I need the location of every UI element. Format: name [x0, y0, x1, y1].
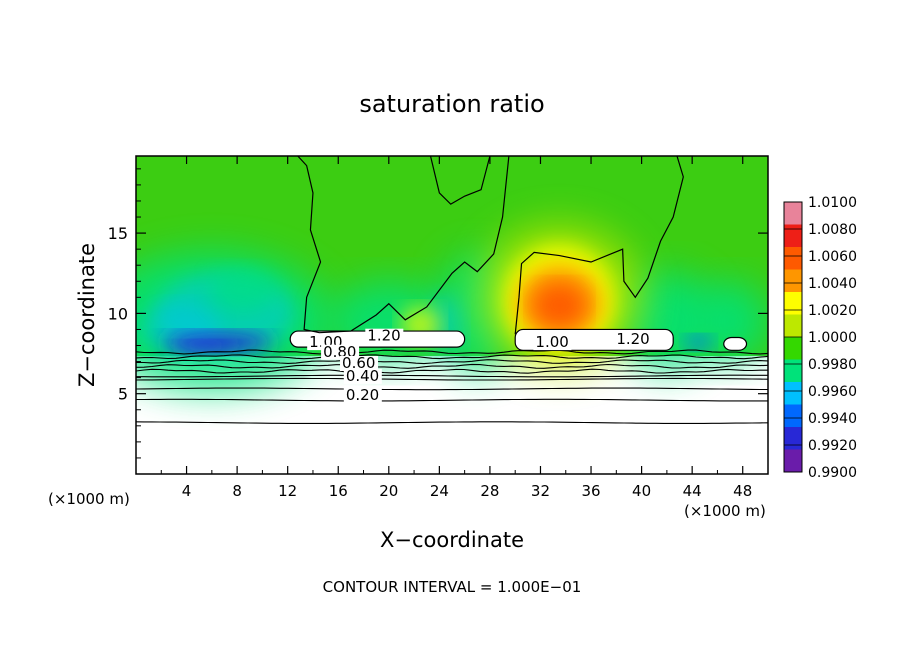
y-axis: 5 10 15 [108, 168, 768, 459]
contour-label-bg [343, 388, 382, 404]
contour-line [136, 387, 768, 391]
contour-label: 0.40 [346, 367, 379, 385]
plot-area: 1.20 1.201.001.000.800.600.400.20 [136, 156, 768, 474]
colorbar-swatch [784, 427, 802, 450]
contour-line [136, 374, 768, 378]
contour-label-bg [614, 331, 653, 347]
colorbar-tick-label: 1.0020 [808, 303, 857, 319]
x-axis-label: X−coordinate [380, 528, 524, 552]
contour-line [136, 421, 768, 424]
colorbar-swatch [784, 202, 802, 225]
x-tick-label: 44 [683, 482, 702, 500]
x-tick-label: 28 [480, 482, 499, 500]
colorbar-tick-label: 1.0000 [808, 330, 857, 346]
contour-label-bg [533, 335, 572, 351]
x-tick-label: 32 [531, 482, 550, 500]
contour-line-1.00 [429, 156, 491, 205]
contour-line-1.00 [297, 156, 510, 334]
colorbar-swatch [784, 449, 802, 473]
contour-label: 1.20 [367, 327, 400, 345]
x-tick-label: 12 [278, 482, 297, 500]
x-tick-label: 36 [581, 482, 600, 500]
contour-line [136, 368, 768, 374]
y-axis-label: Z−coordinate [75, 243, 99, 387]
contour-label: 1.20 [616, 330, 649, 348]
colorbar-swatch [784, 269, 802, 293]
y-tick-label: 5 [118, 385, 128, 404]
contour-label: 1.00 [535, 333, 568, 351]
colorbar-tick-label: 0.9940 [808, 411, 857, 427]
colorbar-tick-label: 0.9980 [808, 357, 857, 373]
dry-patch [208, 267, 279, 312]
colorbar-swatch [784, 359, 802, 383]
x-unit-right: (×1000 m) [684, 502, 766, 520]
maximum-region [533, 283, 586, 328]
y-tick-label: 10 [108, 304, 128, 323]
contour-line [136, 398, 768, 402]
x-axis: 4 8 12 16 20 24 28 32 36 40 44 48 [160, 156, 752, 500]
x-tick-label: 8 [232, 482, 242, 500]
colorbar-tick-label: 0.9960 [808, 384, 857, 400]
colorbar-swatch [784, 382, 802, 405]
colorbar-swatch [784, 247, 802, 270]
contour-interval-note: CONTOUR INTERVAL = 1.000E−01 [323, 578, 582, 596]
minimum-core [173, 340, 238, 351]
colorbar-swatch [784, 292, 802, 315]
x-tick-label: 40 [632, 482, 651, 500]
cloud-region [723, 336, 748, 351]
colorbar-tick-label: 1.0100 [808, 195, 857, 211]
plot-frame [135, 155, 769, 475]
field-shading [136, 222, 768, 392]
x-tick-label: 4 [182, 482, 192, 500]
colorbar-tick-label: 0.9900 [808, 465, 857, 481]
contour-lines [136, 156, 768, 424]
contour-labels: 1.20 1.201.001.000.800.600.400.20 [307, 327, 653, 404]
minimum-region [684, 335, 713, 350]
x-unit-left: (×1000 m) [48, 490, 130, 508]
contour-label: 0.60 [342, 354, 375, 372]
x-tick-label: 24 [430, 482, 449, 500]
colorbar-swatch [784, 224, 802, 248]
y-tick-label: 15 [108, 224, 128, 243]
colorbar-swatch [784, 337, 802, 360]
colorbar-tick-label: 1.0040 [808, 276, 857, 292]
chart-title: saturation ratio [359, 90, 544, 118]
x-tick-label: 20 [379, 482, 398, 500]
colorbar: 1.0100 1.0080 1.0060 1.0040 1.0020 1.0000 0.99… [783, 195, 857, 481]
contour-label: 0.20 [346, 386, 379, 404]
contour-line [136, 377, 768, 381]
contour-label-bg [340, 356, 379, 371]
contour-line [136, 363, 768, 369]
contour-line-1.00 [514, 156, 684, 335]
colorbar-tick-label: 1.0060 [808, 249, 857, 265]
colorbar-tick-label: 0.9920 [808, 438, 857, 454]
contour-line [136, 349, 768, 355]
contour-label-bg [343, 368, 382, 384]
contour-line [136, 354, 768, 360]
contour-line [136, 359, 768, 365]
colorbar-swatch [784, 314, 802, 338]
colorbar-tick-label: 1.0080 [808, 222, 857, 238]
colorbar-swatch [784, 404, 802, 428]
x-tick-label: 16 [329, 482, 348, 500]
x-tick-label: 48 [733, 482, 752, 500]
contour-label-bg [365, 328, 404, 344]
